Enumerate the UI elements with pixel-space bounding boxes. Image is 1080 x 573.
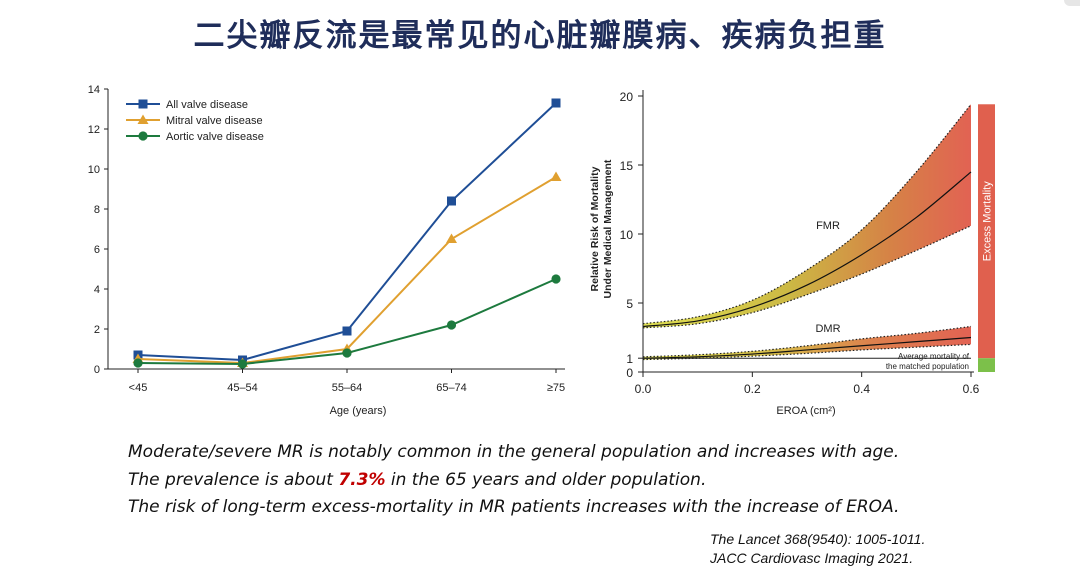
mortality-x-tick-label: 0.6 [963, 382, 980, 396]
prevalence-y-tick-label: 10 [88, 164, 100, 176]
prevalence-data-point [447, 196, 456, 206]
excess-mortality-bar [978, 104, 995, 359]
prevalence-legend: All valve disease Mitral valve disease Aor… [126, 99, 264, 143]
mortality-y-tick-label: 20 [620, 90, 634, 104]
prevalence-y-tick-label: 12 [88, 124, 100, 136]
risk-band [643, 104, 971, 328]
prevalence-y-tick-label: 0 [94, 364, 100, 376]
prevalence-data-point [551, 274, 561, 284]
prevalence-x-tick-label: ≥75 [547, 382, 565, 394]
prevalence-x-axis-label: Age (years) [330, 405, 387, 417]
prevalence-x-tick-label: 45–54 [227, 382, 258, 394]
prevalence-y-tick-label: 14 [88, 84, 100, 96]
series-label: DMR [815, 323, 840, 335]
page-title: 二尖瓣反流是最常见的心脏瓣膜病、疾病负担重 [193, 18, 887, 54]
prevalence-y-tick-label: 8 [94, 204, 100, 216]
risk-curve [642, 336, 972, 359]
mortality-y-axis-label-line1: Relative Risk of Mortality [589, 166, 601, 291]
prevalence-data-point [446, 233, 457, 243]
prevalence-data-point [237, 359, 248, 369]
mortality-x-tick-label: 0.4 [853, 382, 870, 396]
reference-label: the matched population [886, 362, 969, 371]
lower-ci-line [642, 343, 972, 361]
prevalence-data-point [342, 326, 352, 336]
mortality-x-tick-label: 0.0 [635, 382, 652, 396]
prevalence-data-point [551, 98, 561, 108]
legend-label: Mitral valve disease [166, 115, 263, 127]
excess-mortality-label: Excess Mortality [982, 181, 994, 262]
body-line-3: The risk of long-term excess-mortality i… [128, 497, 900, 517]
mortality-y-tick-label: 15 [620, 159, 634, 173]
prevalence-y-tick-label: 4 [94, 284, 100, 296]
prevalence-highlight: 7.3% [338, 470, 386, 490]
prevalence-x-tick-label: 65–74 [436, 382, 467, 394]
baseline-mortality-bar [978, 358, 995, 372]
series-label: FMR [816, 220, 840, 232]
prevalence-chart: 0 2 4 6 8 10 12 14 <45 45–54 55–64 65–74 ≥75 All val… [88, 84, 565, 417]
mortality-y-tick-label: 10 [620, 228, 634, 242]
citation-lancet: The Lancet 368(9540): 1005-1011. [710, 531, 926, 547]
legend-marker [138, 99, 148, 109]
prevalence-data-point [342, 348, 352, 358]
body-line-2-prefix: The prevalence is about [128, 470, 339, 490]
prevalence-data-point [133, 358, 143, 368]
legend-marker [137, 114, 149, 124]
mortality-x-tick-label: 0.2 [744, 382, 761, 396]
prevalence-y-tick-label: 6 [94, 244, 100, 256]
mortality-y-tick-label: 5 [626, 297, 633, 311]
mortality-x-axis-label: EROA (cm²) [776, 405, 835, 417]
prevalence-x-tick-label: 55–64 [332, 382, 363, 394]
body-line-2: The prevalence is about 7.3% in the 65 y… [128, 470, 706, 490]
reference-label: Average mortality of [898, 352, 970, 361]
body-line-1: Moderate/severe MR is notably common in … [128, 442, 900, 462]
legend-label: Aortic valve disease [166, 131, 264, 143]
legend-marker [138, 131, 148, 141]
prevalence-x-tick-label: <45 [129, 382, 148, 394]
lower-ci-line [642, 225, 972, 329]
prevalence-data-point [550, 171, 562, 181]
mortality-y-tick-label: 1 [626, 352, 633, 366]
legend-label: All valve disease [166, 99, 248, 111]
mortality-y-axis-label-line2: Under Medical Management [602, 159, 614, 298]
citation-jacc: JACC Cardiovasc Imaging 2021. [710, 550, 914, 566]
risk-curve [642, 171, 972, 328]
upper-ci-line [642, 103, 972, 325]
body-line-2-suffix: in the 65 years and older population. [385, 470, 707, 490]
prevalence-data-point [446, 320, 457, 330]
mortality-y-tick-label: 0 [626, 366, 633, 380]
upper-ci-line [642, 325, 972, 358]
prevalence-y-tick-label: 2 [94, 324, 100, 336]
corner-decoration [1064, 0, 1080, 6]
